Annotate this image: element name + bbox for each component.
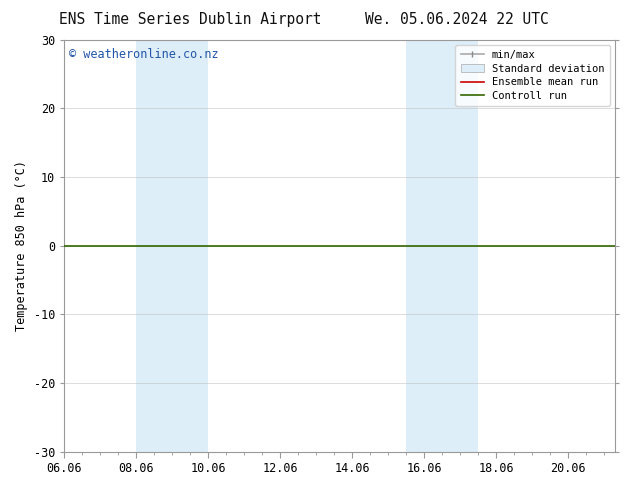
Y-axis label: Temperature 850 hPa (°C): Temperature 850 hPa (°C) [15,160,28,331]
Text: ENS Time Series Dublin Airport: ENS Time Series Dublin Airport [59,12,321,27]
Legend: min/max, Standard deviation, Ensemble mean run, Controll run: min/max, Standard deviation, Ensemble me… [455,45,610,106]
Bar [154,40,208,452]
Text: © weatheronline.co.nz: © weatheronline.co.nz [70,48,219,61]
Bar [406,40,442,452]
Bar [136,40,154,452]
Bar [442,40,478,452]
Text: We. 05.06.2024 22 UTC: We. 05.06.2024 22 UTC [365,12,548,27]
